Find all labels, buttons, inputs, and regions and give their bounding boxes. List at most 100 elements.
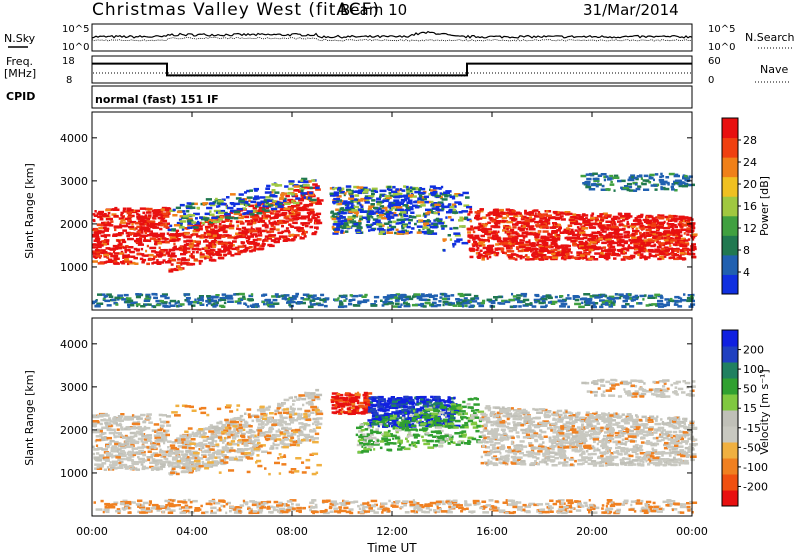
- power-echo-cell: [302, 180, 309, 184]
- power-echo-cell: [224, 213, 231, 216]
- power-echo-cell: [408, 207, 414, 211]
- power-echo-cell: [691, 226, 696, 230]
- power-echo-cell: [643, 236, 647, 239]
- power-echo-cell: [237, 245, 245, 248]
- power-echo-cell: [446, 211, 452, 214]
- power-echo-cell: [441, 207, 445, 211]
- power-echo-cell: [122, 207, 127, 210]
- velocity-echo-cell: [167, 446, 170, 449]
- power-echo-cell: [124, 260, 131, 263]
- power-echo-cell: [541, 297, 548, 301]
- velocity-echo-cell: [98, 454, 105, 457]
- power-echo-cell: [334, 230, 340, 233]
- power-echo-cell: [233, 202, 240, 206]
- power-echo-cell: [526, 216, 529, 220]
- power-echo-cell: [642, 239, 649, 242]
- power-echo-cell: [486, 251, 493, 254]
- power-echo-cell: [340, 207, 345, 210]
- power-echo-cell: [674, 301, 677, 305]
- power-echo-cell: [659, 214, 665, 217]
- power-echo-cell: [482, 246, 490, 250]
- velocity-echo-cell: [286, 434, 294, 438]
- power-echo-cell: [475, 248, 479, 252]
- power-echo-cell: [151, 223, 159, 226]
- velocity-echo-cell: [105, 412, 108, 416]
- velocity-echo-cell: [227, 430, 234, 434]
- power-echo-cell: [106, 304, 112, 307]
- power-echo-cell: [648, 226, 655, 229]
- velocity-echo-cell: [158, 467, 163, 471]
- power-echo-cell: [494, 232, 499, 235]
- velocity-echo-cell: [106, 436, 112, 440]
- power-echo-cell: [474, 243, 481, 246]
- power-echo-cell: [588, 234, 596, 238]
- frequency-line: [92, 62, 692, 77]
- power-echo-cell: [401, 229, 407, 232]
- power-echo-cell: [454, 205, 457, 208]
- power-echo-cell: [285, 227, 289, 230]
- power-echo-cell: [579, 218, 586, 221]
- velocity-echo-cell: [153, 446, 157, 450]
- power-echo-cell: [398, 195, 405, 198]
- velocity-echo-cell: [120, 446, 125, 449]
- power-echo-cell: [300, 301, 306, 305]
- power-echo-cell: [193, 226, 199, 229]
- power-echo-cell: [174, 233, 181, 236]
- power-echo-cell: [114, 228, 117, 232]
- power-echo-cell: [194, 222, 200, 225]
- power-echo-cell: [94, 256, 98, 259]
- power-echo-cell: [583, 233, 587, 237]
- velocity-echo-cell: [103, 414, 110, 417]
- power-echo-cell: [167, 254, 174, 257]
- velocity-echo-cell: [211, 439, 215, 442]
- velocity-echo-cell: [225, 421, 230, 424]
- velocity-echo-cell: [154, 440, 160, 443]
- power-echo-cell: [429, 185, 436, 188]
- power-echo-cell: [686, 233, 690, 236]
- power-echo-cell: [257, 220, 261, 223]
- power-echo-cell: [463, 204, 470, 207]
- power-echo-cell: [288, 223, 292, 226]
- velocity-echo-cell: [132, 462, 139, 466]
- power-echo-cell: [377, 227, 384, 231]
- power-echo-cell: [524, 254, 527, 258]
- power-echo-cell: [429, 211, 435, 214]
- power-echo-cell: [103, 295, 107, 299]
- power-colorbar-bin-7: [722, 137, 738, 158]
- power-echo-cell: [235, 246, 240, 250]
- velocity-echo-cell: [93, 457, 100, 460]
- power-echo-cell: [506, 242, 512, 246]
- power-echo-cell: [409, 199, 413, 202]
- power-echo-cell: [225, 219, 230, 222]
- power-echo-cell: [606, 228, 610, 231]
- power-echo-cell: [533, 257, 537, 260]
- power-echo-cell: [145, 249, 148, 253]
- velocity-echo-cell: [116, 428, 120, 431]
- power-echo-cell: [481, 258, 485, 261]
- power-echo-cell: [105, 294, 109, 298]
- power-echo-cell: [400, 303, 403, 306]
- power-echo-cell: [587, 237, 595, 241]
- power-echo-cell: [124, 258, 130, 261]
- velocity-echo-cell: [156, 431, 164, 435]
- power-echo-cell: [558, 245, 561, 248]
- power-echo-cell: [276, 221, 283, 225]
- velocity-echo-cell: [269, 447, 274, 450]
- power-echo-cell: [691, 293, 695, 297]
- power-echo-cell: [362, 299, 370, 302]
- power-echo-cell: [124, 250, 127, 254]
- velocity-echo-cell: [163, 450, 169, 454]
- power-echo-cell: [565, 231, 570, 234]
- power-echo-cell: [610, 304, 613, 307]
- power-echo-cell: [423, 220, 426, 224]
- power-echo-cell: [196, 206, 200, 210]
- power-echo-cell: [476, 302, 484, 305]
- power-echo-cell: [291, 295, 299, 298]
- velocity-echo-cell: [92, 445, 95, 449]
- power-echo-cell: [188, 244, 194, 247]
- power-echo-cell: [158, 213, 165, 216]
- power-echo-cell: [624, 212, 631, 216]
- power-echo-cell: [484, 252, 491, 256]
- power-echo-cell: [113, 250, 116, 254]
- power-echo-cell: [374, 219, 381, 222]
